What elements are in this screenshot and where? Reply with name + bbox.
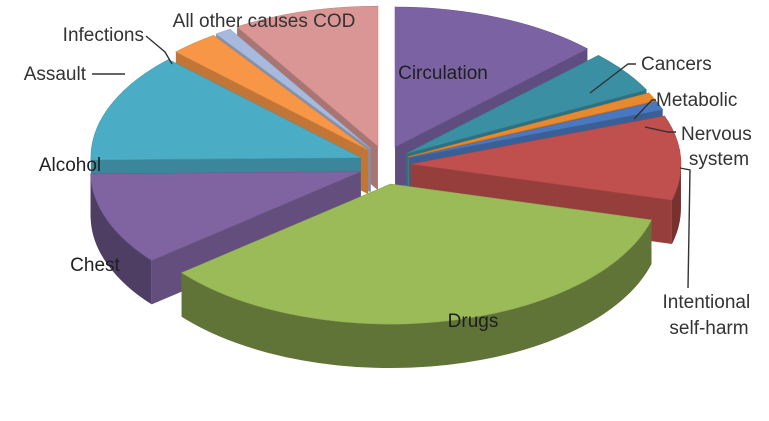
slice-nervous-system-top — [409, 101, 664, 159]
leader-line-nervous-system — [644, 126, 676, 133]
leader-line-intentional-self-harm — [679, 167, 691, 289]
slice-intentional-self-harm-rim — [671, 164, 681, 244]
slice-label-nervous-system-line-2: system — [689, 149, 749, 170]
slice-drugs-rim — [181, 219, 652, 369]
data-labels: Circulation Cancers Metabolic Nervous sy… — [24, 11, 757, 339]
slice-chest-rim — [90, 173, 152, 305]
slice-label-chest: Chest — [70, 255, 120, 276]
slice-label-intentional-self-harm: Intentional self-harm — [663, 292, 756, 339]
leader-line-cancers — [589, 63, 636, 94]
slice-label-nervous-system-line-1: Nervous — [681, 124, 752, 145]
pie-slices — [90, 5, 682, 369]
slice-label-metabolic: Metabolic — [656, 90, 737, 111]
slice-assault-top — [175, 35, 369, 151]
slice-label-assault: Assault — [24, 64, 87, 85]
slice-label-nervous-system: Nervous system — [681, 124, 757, 170]
slice-chest-top — [90, 171, 361, 261]
slice-label-cancers: Cancers — [641, 54, 712, 75]
slice-label-all-other-causes-cod: All other causes COD — [173, 11, 356, 32]
slice-circulation-top — [394, 6, 589, 148]
slice-label-intentional-self-harm-line-2: self-harm — [669, 318, 748, 339]
slice-cancers-top — [405, 55, 648, 154]
slice-label-alcohol: Alcohol — [39, 155, 101, 176]
slice-label-infections: Infections — [63, 25, 144, 46]
slice-infections-top — [215, 28, 371, 149]
slice-label-drugs: Drugs — [448, 311, 499, 332]
slice-label-circulation: Circulation — [398, 63, 488, 84]
slice-all-other-causes-cod-top — [236, 5, 379, 147]
slice-drugs-top — [180, 183, 652, 325]
leader-line-infections — [145, 35, 173, 65]
slice-drugs — [180, 183, 652, 369]
slice-alcohol-top — [90, 59, 362, 161]
slice-label-intentional-self-harm-line-1: Intentional — [663, 292, 751, 313]
leader-line-metabolic — [633, 99, 656, 120]
slice-intentional-self-harm-top — [410, 115, 682, 201]
